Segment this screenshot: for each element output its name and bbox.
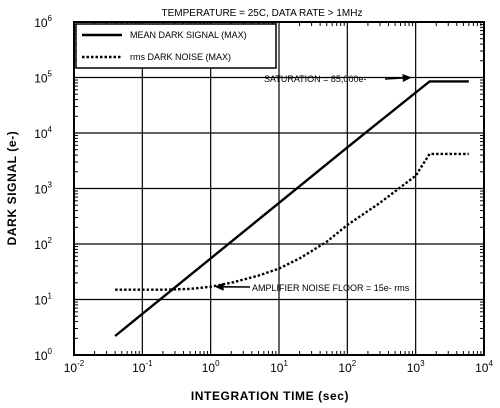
y-tick-label: 103 — [34, 181, 52, 197]
saturation-arrow — [384, 77, 403, 80]
saturation-arrowhead — [402, 74, 412, 82]
series-line-mean-dark-signal — [114, 80, 469, 337]
legend: MEAN DARK SIGNAL (MAX) rms DARK NOISE (M… — [75, 23, 277, 69]
y-tick-label: 100 — [34, 347, 52, 363]
legend-box — [75, 23, 277, 69]
series-line-rms-dark-noise — [115, 152, 469, 291]
y-tick-label: 101 — [34, 292, 52, 308]
x-tick-label: 100 — [202, 359, 220, 375]
legend-label-rms-dark-noise: rms DARK NOISE (MAX) — [130, 52, 231, 62]
x-tick-label: 10-2 — [64, 359, 85, 375]
noise-floor-annotation: AMPLIFIER NOISE FLOOR = 15e- rms — [252, 283, 410, 293]
legend-label-mean-dark-signal: MEAN DARK SIGNAL (MAX) — [130, 30, 247, 40]
grid-lines — [74, 22, 484, 355]
x-tick-label: 104 — [475, 359, 493, 375]
y-axis-title: DARK SIGNAL (e-) — [5, 131, 19, 246]
y-tick-label: 106 — [34, 14, 52, 30]
x-tick-label: 101 — [270, 359, 288, 375]
x-tick-label: 102 — [338, 359, 356, 375]
y-tick-label: 102 — [34, 236, 52, 252]
x-axis-title: INTEGRATION TIME (sec) — [191, 389, 349, 403]
x-tick-label: 10-1 — [132, 359, 153, 375]
noise-floor-arrowhead — [214, 282, 224, 291]
data-series — [114, 80, 469, 337]
chart-title: TEMPERATURE = 25C, DATA RATE > 1MHz — [162, 8, 363, 19]
annotations: SATURATION = 85,000e- AMPLIFIER NOISE FL… — [214, 74, 412, 293]
y-tick-label: 104 — [34, 125, 52, 141]
x-tick-label: 103 — [407, 359, 425, 375]
saturation-annotation: SATURATION = 85,000e- — [264, 74, 366, 84]
y-tick-label: 105 — [34, 70, 52, 86]
